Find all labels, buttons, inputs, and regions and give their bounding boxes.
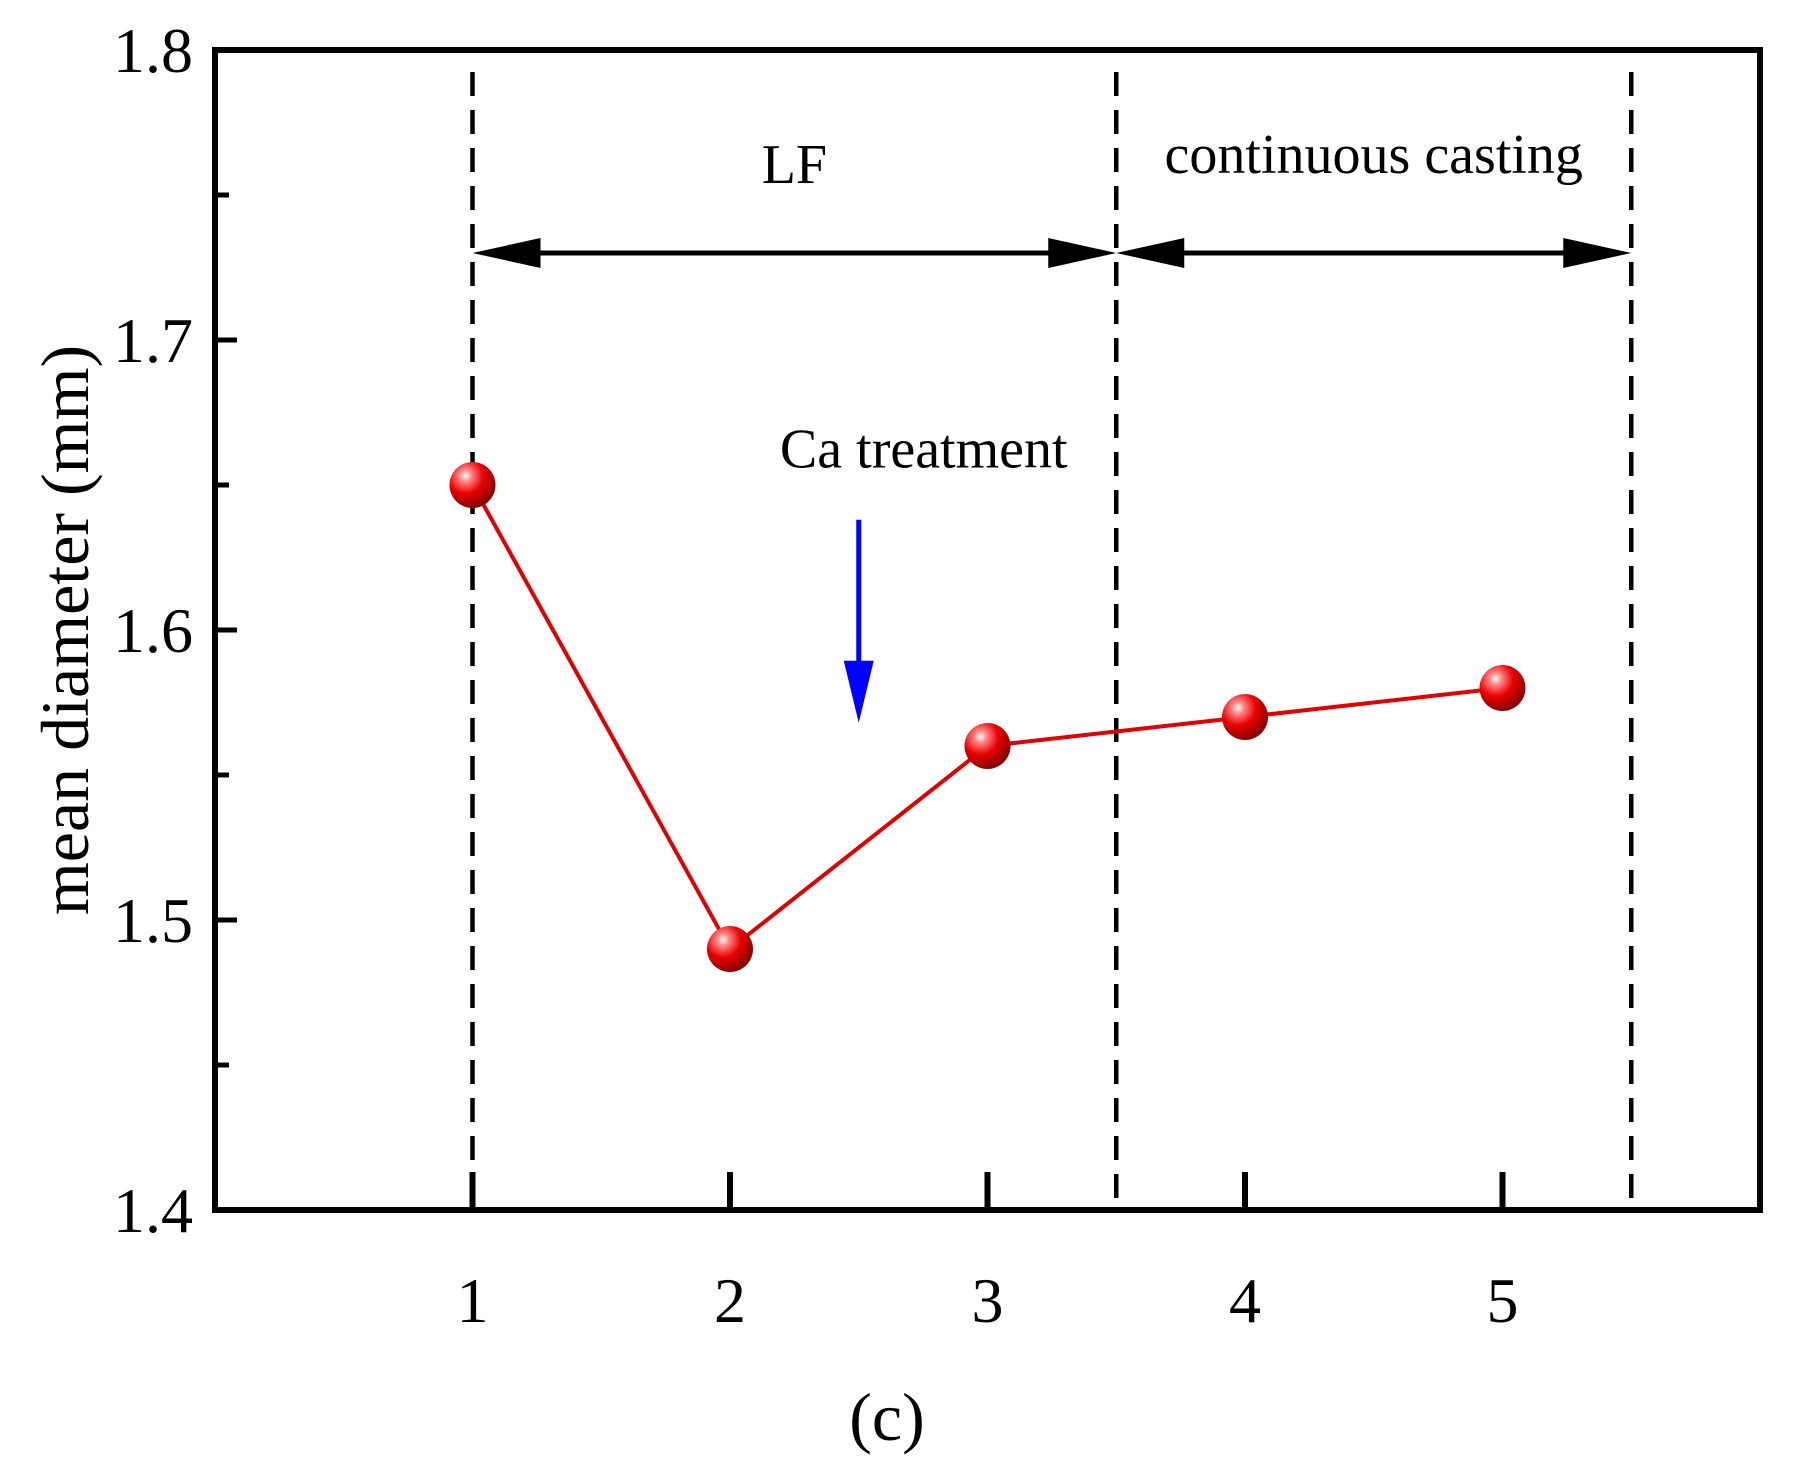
plot-frame: [212, 47, 1763, 1213]
annotations: Ca treatment: [780, 419, 1068, 723]
data-point: [1479, 665, 1526, 711]
y-tick-label: 1.7: [113, 305, 193, 376]
annotation-arrow-head: [843, 660, 874, 723]
x-tick-label: 2: [714, 1265, 746, 1336]
stage-spans: LF continuous casting: [472, 124, 1632, 268]
stage-label: LF: [762, 134, 827, 196]
series-layer: [449, 462, 1526, 972]
series-line-segment: [470, 484, 732, 950]
y-tick-label: 1.6: [113, 595, 193, 666]
x-tick-label: 5: [1487, 1265, 1519, 1336]
series-line-segment: [728, 744, 989, 951]
x-axis-ticks: 1 2 3 4 5: [457, 1172, 1519, 1336]
data-point: [1222, 694, 1268, 740]
stage-arrow-head-right: [1048, 238, 1117, 268]
data-point: [707, 926, 753, 972]
data-point: [449, 462, 496, 508]
panel-label: (c): [849, 1379, 924, 1455]
x-tick-label: 3: [972, 1265, 1004, 1336]
y-axis-title: mean diameter (mm): [27, 345, 103, 915]
stage-arrow-head-left: [1116, 238, 1185, 268]
stage-label: continuous casting: [1165, 124, 1583, 186]
y-tick-label: 1.4: [113, 1175, 193, 1246]
x-tick-label: 1: [457, 1265, 489, 1336]
data-point: [964, 723, 1011, 769]
stage-arrow-head-right: [1563, 238, 1632, 268]
y-tick-label: 1.8: [113, 15, 193, 86]
stage-arrow-head-left: [472, 238, 541, 268]
annotation-text: Ca treatment: [780, 419, 1068, 481]
y-axis-ticks: 1.4 1.5 1.6 1.7 1.8: [113, 15, 237, 1246]
series-line-segment: [1244, 686, 1503, 719]
y-tick-label: 1.5: [113, 885, 193, 956]
x-tick-label: 4: [1229, 1265, 1261, 1336]
series-line-segment: [987, 715, 1246, 748]
